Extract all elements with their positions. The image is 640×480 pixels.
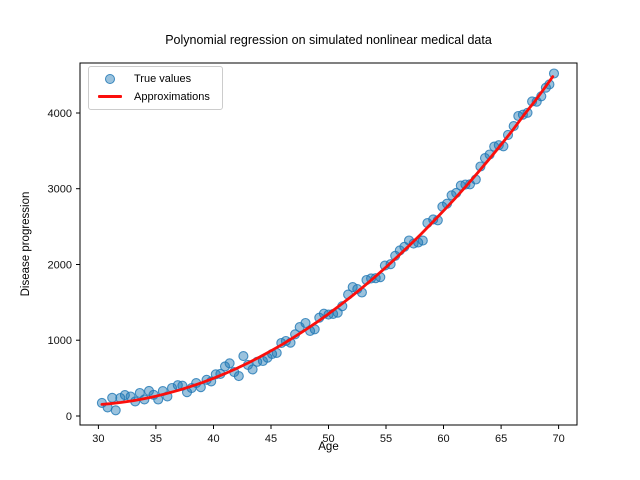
chart-title: Polynomial regression on simulated nonli… bbox=[165, 33, 492, 47]
y-tick-label: 0 bbox=[66, 411, 72, 423]
scatter-marker-icon bbox=[95, 73, 125, 84]
legend: True values Approximations bbox=[88, 66, 223, 110]
x-tick-label: 70 bbox=[552, 433, 564, 445]
legend-item-true-values: True values bbox=[95, 70, 210, 87]
x-axis-label: Age bbox=[318, 441, 339, 453]
y-tick-label: 4000 bbox=[48, 108, 72, 120]
y-tick-label: 1000 bbox=[48, 335, 72, 347]
x-tick-label: 50 bbox=[322, 433, 334, 445]
x-tick-label: 65 bbox=[495, 433, 507, 445]
scatter-point bbox=[300, 317, 311, 329]
y-tick-label: 2000 bbox=[48, 260, 72, 272]
scatter-point bbox=[110, 405, 121, 416]
scatter-point bbox=[224, 358, 235, 369]
x-tick-label: 60 bbox=[437, 433, 449, 445]
scatter-point bbox=[247, 364, 258, 375]
x-tick-label: 30 bbox=[92, 433, 104, 445]
x-tick-label: 45 bbox=[265, 433, 277, 445]
scatter-point bbox=[233, 371, 244, 382]
regression-line bbox=[100, 75, 555, 406]
line-swatch-icon bbox=[95, 95, 125, 98]
axes-frame bbox=[79, 62, 578, 426]
x-tick-label: 55 bbox=[380, 433, 392, 445]
scatter-point bbox=[417, 235, 428, 246]
y-tick-label: 3000 bbox=[48, 184, 72, 196]
legend-label-true-values: True values bbox=[134, 72, 192, 85]
scatter-point bbox=[238, 351, 249, 362]
legend-item-approximations: Approximations bbox=[95, 88, 210, 105]
x-tick-label: 35 bbox=[150, 433, 162, 445]
x-tick-label: 40 bbox=[207, 433, 219, 445]
legend-label-approximations: Approximations bbox=[134, 90, 210, 103]
